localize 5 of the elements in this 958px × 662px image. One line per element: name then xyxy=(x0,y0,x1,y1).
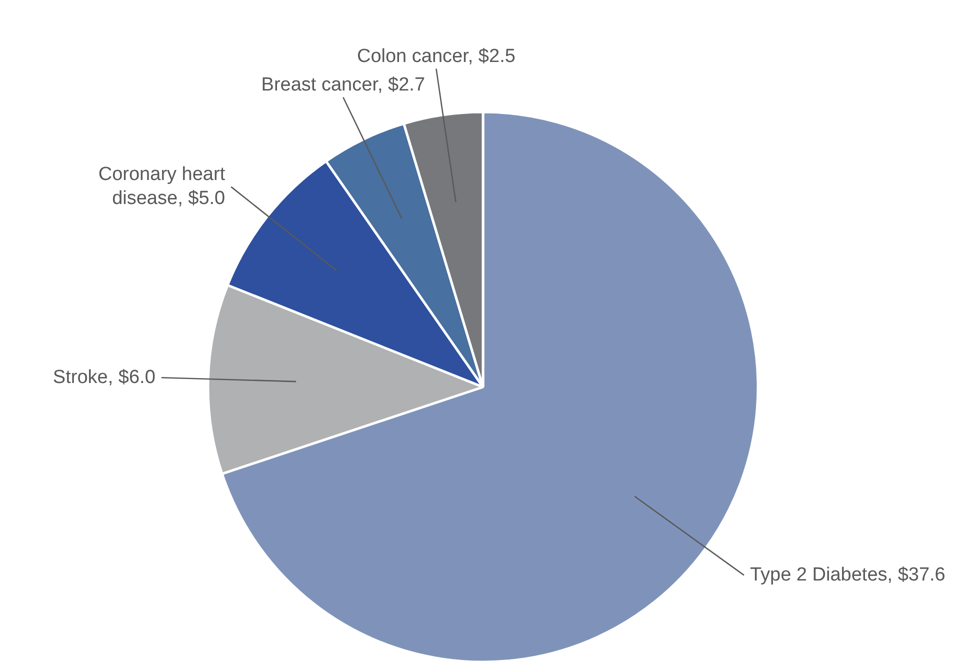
slice-label: Type 2 Diabetes, $37.6 xyxy=(750,564,946,586)
slice-label: Breast cancer, $2.7 xyxy=(261,74,426,96)
slice-label: Colon cancer, $2.5 xyxy=(356,46,516,67)
slice-label: Coronary heart disease, $5.0 xyxy=(98,164,226,210)
slice-label: Stroke, $6.0 xyxy=(52,366,156,388)
